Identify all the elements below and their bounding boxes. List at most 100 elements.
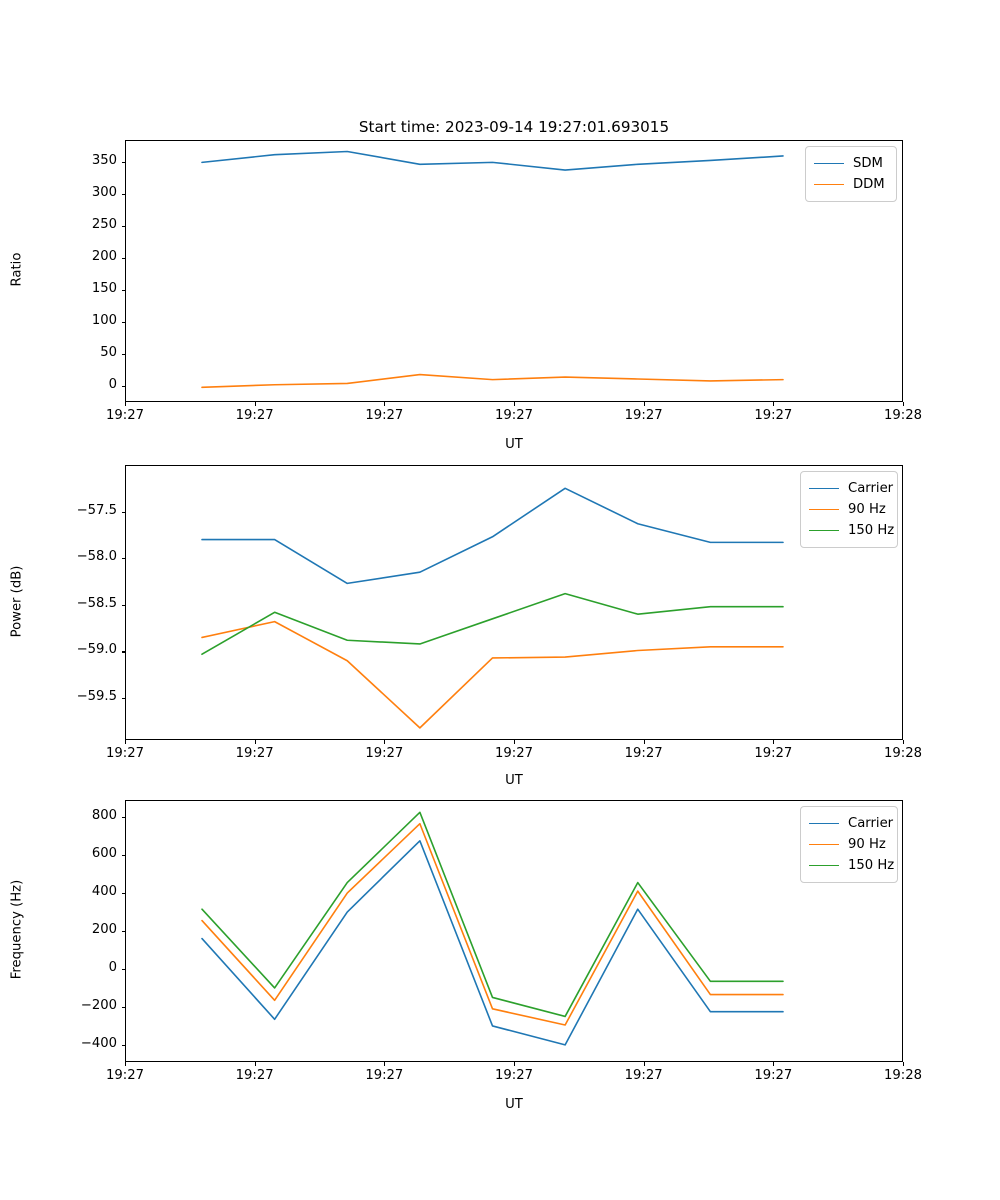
y-tick-label: 350 xyxy=(91,153,117,169)
y-tick-mark xyxy=(121,893,125,895)
x-tick-mark xyxy=(643,402,645,406)
x-tick-label: 19:27 xyxy=(494,408,533,423)
series-line xyxy=(201,840,784,1046)
y-tick-mark xyxy=(121,855,125,857)
legend-color-swatch xyxy=(809,530,839,531)
legend-item[interactable]: 90 Hz xyxy=(809,499,889,520)
legend-power[interactable]: Carrier 90 Hz 150 Hz xyxy=(800,471,898,548)
legend-item[interactable]: Carrier xyxy=(809,478,893,499)
series-line xyxy=(201,373,784,389)
x-tick-label: 19:28 xyxy=(883,408,922,423)
x-tick-mark xyxy=(125,1062,127,1066)
legend-ratio[interactable]: SDM DDM xyxy=(805,146,897,202)
x-tick-label: 19:27 xyxy=(754,408,793,423)
y-tick-mark xyxy=(121,386,125,388)
x-axis-label-power: UT xyxy=(505,773,523,788)
x-tick-label: 19:27 xyxy=(365,746,404,761)
series-line xyxy=(201,487,784,585)
legend-label: 90 Hz xyxy=(848,502,886,517)
legend-label: Carrier xyxy=(848,481,894,496)
y-tick-mark xyxy=(121,931,125,933)
x-axis-label-ratio: UT xyxy=(505,437,523,452)
subplot-ratio: Start time: 2023-09-14 19:27:01.693015 R… xyxy=(0,0,1000,460)
legend-label: DDM xyxy=(853,177,885,192)
y-axis-label-frequency: Frequency (Hz) xyxy=(9,879,25,980)
legend-color-swatch xyxy=(809,488,839,489)
axes-frame-frequency xyxy=(125,800,903,1062)
y-tick-mark xyxy=(121,651,125,653)
series-line xyxy=(201,592,784,656)
legend-color-swatch xyxy=(809,865,839,866)
x-tick-mark xyxy=(384,740,386,744)
y-tick-label: −200 xyxy=(80,997,117,1013)
y-tick-label: 800 xyxy=(91,808,117,824)
y-tick-label: −59.5 xyxy=(76,689,117,705)
y-tick-mark xyxy=(121,698,125,700)
series-line xyxy=(201,620,784,729)
x-tick-mark xyxy=(903,1062,905,1066)
x-tick-label: 19:27 xyxy=(235,408,274,423)
y-tick-label: 0 xyxy=(108,959,117,975)
legend-label: SDM xyxy=(853,156,883,171)
x-tick-label: 19:27 xyxy=(365,408,404,423)
x-tick-label: 19:27 xyxy=(754,1068,793,1083)
legend-color-swatch xyxy=(809,823,839,824)
y-tick-label: −400 xyxy=(80,1035,117,1051)
x-tick-mark xyxy=(125,402,127,406)
y-tick-label: 0 xyxy=(108,377,117,393)
legend-color-swatch xyxy=(814,184,844,185)
x-tick-mark xyxy=(643,1062,645,1066)
x-tick-label: 19:27 xyxy=(754,746,793,761)
legend-frequency[interactable]: Carrier 90 Hz 150 Hz xyxy=(800,806,898,883)
y-tick-label: 200 xyxy=(91,922,117,937)
x-tick-label: 19:28 xyxy=(883,1068,922,1083)
legend-item[interactable]: 90 Hz xyxy=(809,834,889,855)
x-tick-mark xyxy=(514,740,516,744)
y-tick-label: −58.5 xyxy=(76,595,117,611)
y-tick-mark xyxy=(121,162,125,164)
legend-item[interactable]: DDM xyxy=(814,174,888,195)
series-line xyxy=(201,150,784,171)
x-tick-label: 19:27 xyxy=(105,1068,144,1083)
x-tick-mark xyxy=(254,402,256,406)
x-tick-label: 19:27 xyxy=(105,408,144,423)
x-tick-label: 19:28 xyxy=(883,746,922,761)
legend-item[interactable]: 150 Hz xyxy=(809,520,894,541)
legend-item[interactable]: 150 Hz xyxy=(809,855,894,876)
x-tick-label: 19:27 xyxy=(624,408,663,423)
y-tick-mark xyxy=(121,354,125,356)
legend-item[interactable]: Carrier xyxy=(809,813,893,834)
axes-frame-power xyxy=(125,465,903,740)
x-tick-mark xyxy=(125,740,127,744)
x-tick-mark xyxy=(903,402,905,406)
x-tick-mark xyxy=(254,740,256,744)
x-tick-mark xyxy=(514,1062,516,1066)
x-tick-mark xyxy=(903,740,905,744)
x-axis-label-frequency: UT xyxy=(505,1097,523,1112)
x-tick-mark xyxy=(773,1062,775,1066)
y-tick-mark xyxy=(121,226,125,228)
legend-label: Carrier xyxy=(848,816,894,831)
legend-item[interactable]: SDM xyxy=(814,153,888,174)
y-tick-label: −58.0 xyxy=(76,549,117,565)
x-tick-label: 19:27 xyxy=(235,746,274,761)
y-tick-label: 100 xyxy=(91,313,117,329)
legend-label: 150 Hz xyxy=(848,858,895,873)
x-tick-label: 19:27 xyxy=(494,746,533,761)
y-tick-label: −59.0 xyxy=(76,642,117,658)
y-tick-mark xyxy=(121,322,125,324)
x-tick-mark xyxy=(384,1062,386,1066)
y-tick-mark xyxy=(121,1044,125,1046)
legend-color-swatch xyxy=(809,844,839,845)
legend-label: 150 Hz xyxy=(848,523,895,538)
series-line xyxy=(201,822,784,1026)
y-tick-mark xyxy=(121,558,125,560)
x-tick-label: 19:27 xyxy=(624,746,663,761)
page-title: Start time: 2023-09-14 19:27:01.693015 xyxy=(358,118,670,136)
x-tick-mark xyxy=(643,740,645,744)
y-tick-mark xyxy=(121,258,125,260)
legend-label: 90 Hz xyxy=(848,837,886,852)
y-tick-mark xyxy=(121,511,125,513)
